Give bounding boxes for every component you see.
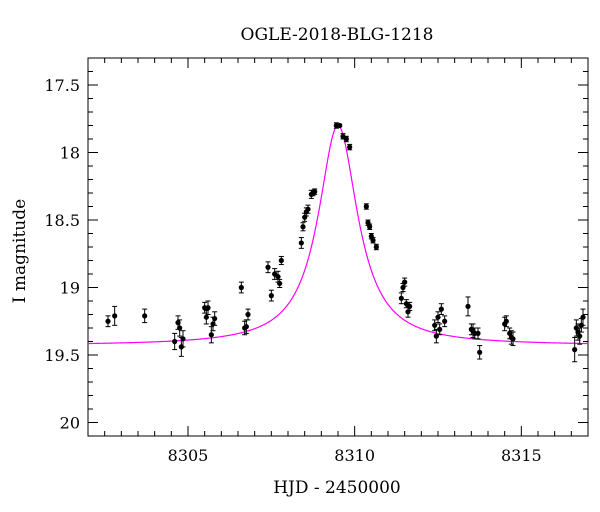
data-point <box>363 203 369 210</box>
data-points <box>105 122 586 363</box>
x-tick-label: 8310 <box>334 446 375 465</box>
data-point <box>477 349 483 355</box>
data-point <box>275 274 281 280</box>
data-point <box>177 325 183 331</box>
plot-frame <box>87 57 589 437</box>
data-point <box>580 314 586 320</box>
chart-title: OGLE-2018-BLG-1218 <box>241 25 434 45</box>
data-point <box>277 280 283 287</box>
data-point <box>180 336 186 342</box>
data-point <box>347 144 353 150</box>
data-point <box>572 347 578 353</box>
data-point <box>432 322 438 328</box>
data-point <box>475 330 481 336</box>
y-tick-label: 20 <box>60 414 80 433</box>
data-point <box>243 324 249 330</box>
y-axis-label: I magnitude <box>10 199 30 303</box>
data-point <box>278 257 284 264</box>
data-point <box>142 313 148 319</box>
y-tick-label: 19 <box>60 279 80 298</box>
data-point <box>367 224 373 230</box>
data-point <box>337 122 343 129</box>
data-point <box>435 314 441 320</box>
data-point <box>465 303 471 309</box>
x-tick-label: 8315 <box>501 446 542 465</box>
data-point <box>212 315 218 322</box>
data-point <box>438 306 444 312</box>
data-point <box>208 332 214 338</box>
data-point <box>300 224 306 230</box>
data-point <box>265 264 271 270</box>
data-point <box>245 311 251 318</box>
data-point <box>373 244 379 250</box>
data-point <box>105 318 111 324</box>
data-point <box>305 206 311 212</box>
data-point <box>343 136 349 142</box>
x-axis-label: HJD - 2450000 <box>273 478 401 498</box>
data-point <box>205 305 211 311</box>
data-point <box>402 279 408 285</box>
data-point <box>503 318 509 324</box>
data-point <box>312 189 318 195</box>
data-point <box>203 314 209 320</box>
data-point <box>510 336 516 342</box>
y-tick-label: 19.5 <box>44 346 80 365</box>
data-point <box>577 333 583 339</box>
axes: 8305 8310 8315 17.5 18 18.5 19 19.5 20 <box>44 57 589 465</box>
data-point <box>112 313 118 319</box>
x-tick-label: 8305 <box>168 446 209 465</box>
data-point <box>298 240 304 246</box>
y-tick-label: 17.5 <box>44 76 80 95</box>
y-tick-label: 18 <box>60 144 80 163</box>
data-point <box>172 338 178 345</box>
data-point <box>268 293 274 299</box>
data-point <box>238 284 244 291</box>
data-point <box>398 295 404 301</box>
data-point <box>437 326 443 332</box>
y-tick-label: 18.5 <box>44 211 80 230</box>
data-point <box>407 303 413 309</box>
model-curve-group <box>87 124 589 345</box>
data-point <box>370 237 376 243</box>
data-point <box>442 318 448 324</box>
model-curve <box>87 124 589 345</box>
